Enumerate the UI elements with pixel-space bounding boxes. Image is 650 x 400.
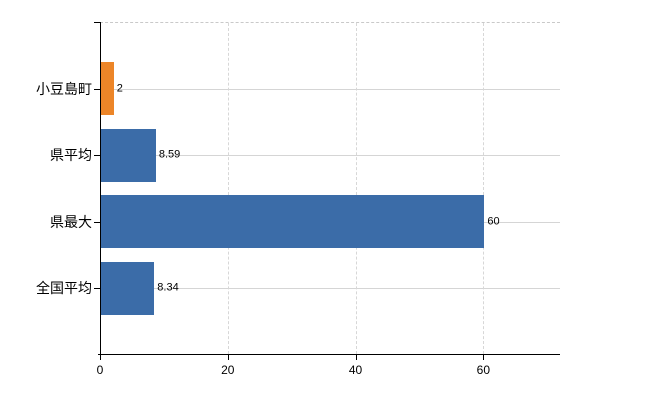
bar-value-label: 60 — [487, 215, 500, 228]
bar-value-label: 8.59 — [158, 148, 181, 161]
category-label: 県平均 — [50, 147, 92, 164]
y-axis-end-tick — [94, 22, 100, 23]
category-tick — [94, 221, 100, 223]
x-tick-label: 40 — [348, 363, 363, 377]
x-tick — [100, 355, 101, 360]
category-tick — [94, 288, 100, 290]
x-tick-label: 20 — [221, 363, 235, 377]
chart-bar — [101, 62, 114, 116]
v-gridline — [227, 23, 229, 354]
x-tick — [227, 355, 229, 360]
plot-top-border — [100, 22, 560, 23]
x-tick-label: 60 — [476, 363, 491, 377]
h-gridline — [101, 88, 560, 90]
x-tick-label: 0 — [96, 363, 104, 377]
chart-bar — [101, 195, 485, 249]
h-gridline — [101, 155, 560, 157]
chart-bar — [101, 261, 155, 315]
category-label: 小豆島町 — [36, 80, 92, 97]
h-gridline — [101, 288, 560, 290]
v-gridline — [355, 23, 357, 354]
chart-bar — [101, 128, 156, 182]
x-tick — [483, 355, 485, 360]
y-axis-line — [100, 22, 101, 355]
x-axis-line — [98, 354, 560, 355]
category-label: 県最大 — [50, 213, 92, 230]
plot-area: 2 8.59 60 8.34 0 20 40 60 — [94, 22, 560, 377]
bar-value-label: 2 — [116, 82, 123, 95]
category-tick — [94, 155, 100, 157]
category-label: 全国平均 — [36, 280, 92, 297]
y-axis-category-labels: 小豆島町県平均県最大全国平均 — [0, 22, 92, 355]
v-gridline — [483, 23, 485, 354]
category-tick — [94, 88, 100, 90]
bar-value-label: 8.34 — [157, 281, 179, 294]
x-tick — [355, 355, 357, 360]
